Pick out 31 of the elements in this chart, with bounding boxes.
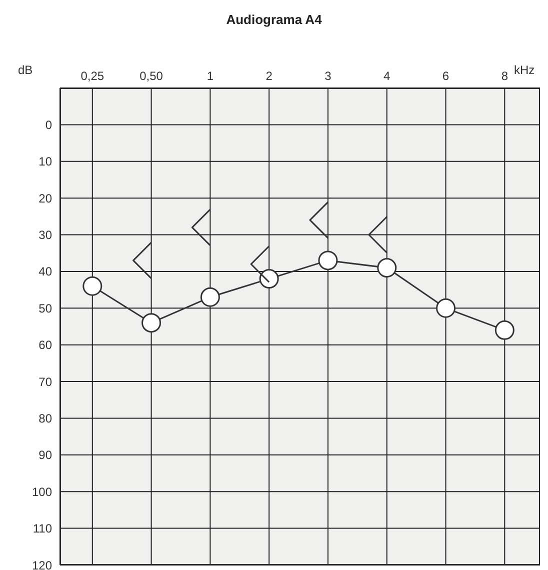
x-axis-title: kHz [514,63,535,77]
y-tick-label: 80 [38,411,52,426]
y-tick-label: 120 [32,558,52,570]
x-tick-label: 1 [206,69,214,83]
x-tick-label: 6 [442,69,450,83]
chart-title: Audiograma A4 [225,12,323,27]
point [200,287,220,307]
x-tick-label: 2 [266,69,273,83]
y-tick-label: 30 [38,228,52,242]
y-tick-label: 40 [38,264,52,279]
x-tick-label: 8 [501,69,508,83]
x-tick-label: 4 [384,69,391,83]
y-tick-label: 20 [38,191,52,206]
point [377,258,397,278]
x-tick-label: 0,25 [80,69,104,83]
point [82,276,102,296]
point [494,320,514,340]
x-tick-label: 0,50 [140,69,164,83]
point [318,250,338,270]
y-tick-label: 100 [32,484,52,499]
point [142,313,162,333]
y-tick-label: 0 [45,118,52,132]
point [436,298,456,318]
x-tick-label: 3 [324,69,332,83]
y-tick-label: 60 [38,338,52,352]
y-axis-title: dB [18,63,33,77]
y-tick-label: 70 [38,374,52,389]
y-tick-label: 10 [38,154,52,169]
y-tick-label: 50 [38,301,52,316]
y-tick-label: 110 [32,522,52,536]
y-tick-label: 90 [38,448,52,462]
